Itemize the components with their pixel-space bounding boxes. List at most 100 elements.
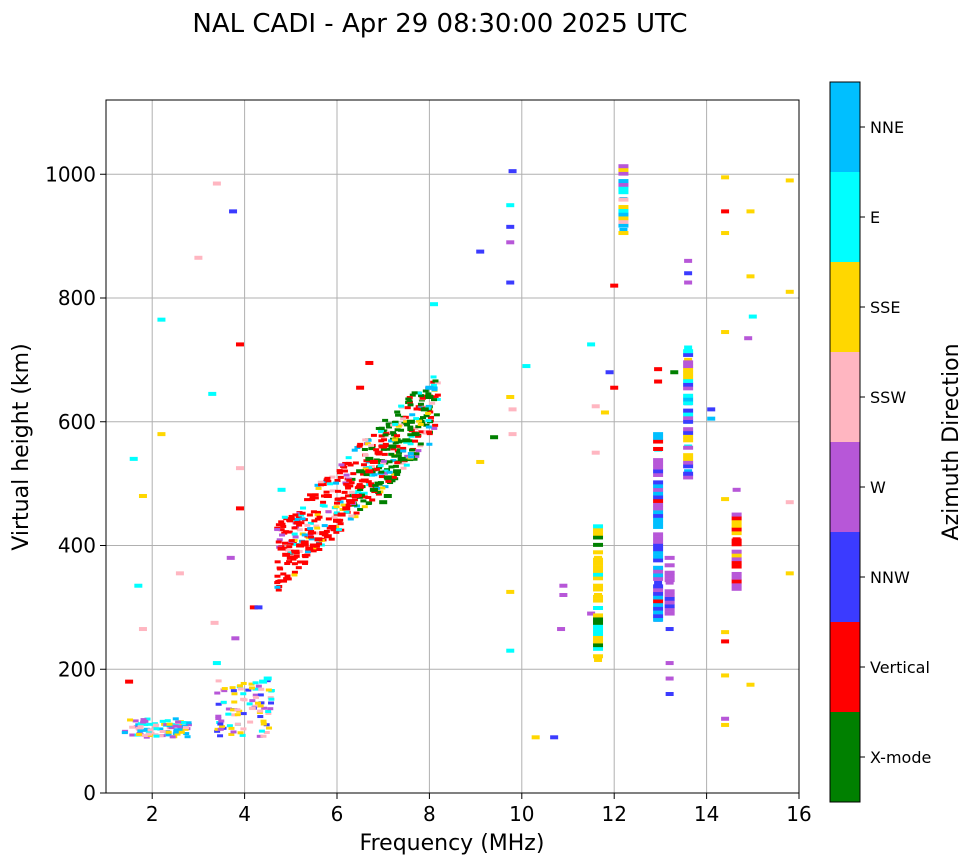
echo-point <box>411 457 418 461</box>
echo-point <box>429 401 436 405</box>
echo-point <box>240 727 247 731</box>
echo-point <box>320 500 327 504</box>
echo-point <box>356 495 363 499</box>
echo-point <box>256 734 263 738</box>
echo-point <box>240 692 247 696</box>
echo-point <box>605 370 614 375</box>
echo-point <box>142 719 149 723</box>
echo-point <box>147 722 154 726</box>
echo-point <box>653 506 664 511</box>
echo-point <box>653 599 664 604</box>
echo-point <box>683 430 694 435</box>
echo-point <box>284 574 291 578</box>
echo-point <box>302 561 309 565</box>
echo-point <box>235 506 244 511</box>
echo-point <box>323 494 332 498</box>
echo-point <box>337 512 346 517</box>
echo-point <box>356 385 365 390</box>
echo-point <box>531 735 540 740</box>
echo-point <box>217 734 224 738</box>
series-nnw <box>229 169 716 740</box>
echo-point <box>707 407 716 412</box>
echo-point <box>343 510 350 514</box>
echo-point <box>653 513 664 518</box>
echo-point <box>684 271 693 276</box>
echo-point <box>432 395 439 399</box>
echo-point <box>342 461 349 465</box>
echo-point <box>356 444 363 448</box>
echo-point <box>375 490 382 494</box>
echo-point <box>218 719 225 723</box>
echo-point <box>420 407 429 412</box>
echo-point <box>214 727 221 731</box>
echo-point <box>344 494 351 498</box>
echo-point <box>296 523 303 527</box>
echo-point <box>425 395 434 399</box>
echo-point <box>664 555 675 560</box>
colorbar: X-mode Vertical NNW W SSW SSE E NNE <box>829 81 931 803</box>
echo-point <box>365 469 374 474</box>
echo-point <box>307 527 314 531</box>
echo-point <box>411 391 418 395</box>
echo-point <box>664 593 675 597</box>
echo-point <box>378 475 385 479</box>
echo-point <box>731 557 742 562</box>
echo-point <box>267 707 274 711</box>
echo-point <box>373 467 380 471</box>
x-tick-label: 12 <box>601 802 626 826</box>
y-tick-label: 200 <box>58 657 96 681</box>
echo-point <box>378 426 385 430</box>
echo-point <box>323 534 332 539</box>
echo-point <box>340 496 347 500</box>
echo-point <box>258 701 265 705</box>
echo-point <box>286 560 293 564</box>
echo-point <box>183 732 190 736</box>
echo-point <box>506 224 515 229</box>
echo-point <box>225 707 232 711</box>
echo-point <box>328 537 335 541</box>
echo-point <box>304 523 311 527</box>
echo-point <box>593 524 604 529</box>
echo-point <box>282 541 289 545</box>
echo-point <box>275 523 282 527</box>
echo-point <box>593 583 604 588</box>
echo-point <box>593 587 604 592</box>
echo-point <box>358 493 365 497</box>
echo-point <box>400 446 407 450</box>
echo-point <box>323 490 330 494</box>
echo-point <box>163 723 170 727</box>
echo-point <box>345 486 352 490</box>
echo-point <box>423 414 430 418</box>
echo-point <box>434 393 441 397</box>
echo-point <box>351 448 358 452</box>
echo-point <box>426 430 433 434</box>
echo-point <box>295 566 302 570</box>
echo-point <box>731 538 742 543</box>
echo-point <box>683 382 694 387</box>
echo-point <box>653 532 664 537</box>
echo-point <box>683 408 694 413</box>
echo-point <box>293 521 300 525</box>
echo-point <box>618 212 629 217</box>
y-tick-label: 600 <box>58 410 96 434</box>
echo-point <box>664 596 675 601</box>
echo-point <box>391 454 398 458</box>
echo-point <box>357 442 364 446</box>
echo-point <box>394 444 401 448</box>
echo-point <box>416 391 423 395</box>
echo-point <box>746 682 755 687</box>
echo-point <box>347 517 354 521</box>
echo-point <box>383 475 392 480</box>
echo-point <box>173 723 180 727</box>
echo-point <box>653 576 664 581</box>
echo-point <box>593 635 604 640</box>
echo-point <box>314 510 321 514</box>
echo-point <box>664 574 675 579</box>
echo-point <box>287 551 294 555</box>
colorbar-tick-label: NNW <box>870 568 910 587</box>
echo-point <box>406 419 415 424</box>
echo-point <box>707 416 716 421</box>
echo-point <box>261 706 268 710</box>
echo-point <box>653 588 664 593</box>
echo-point <box>384 447 391 451</box>
